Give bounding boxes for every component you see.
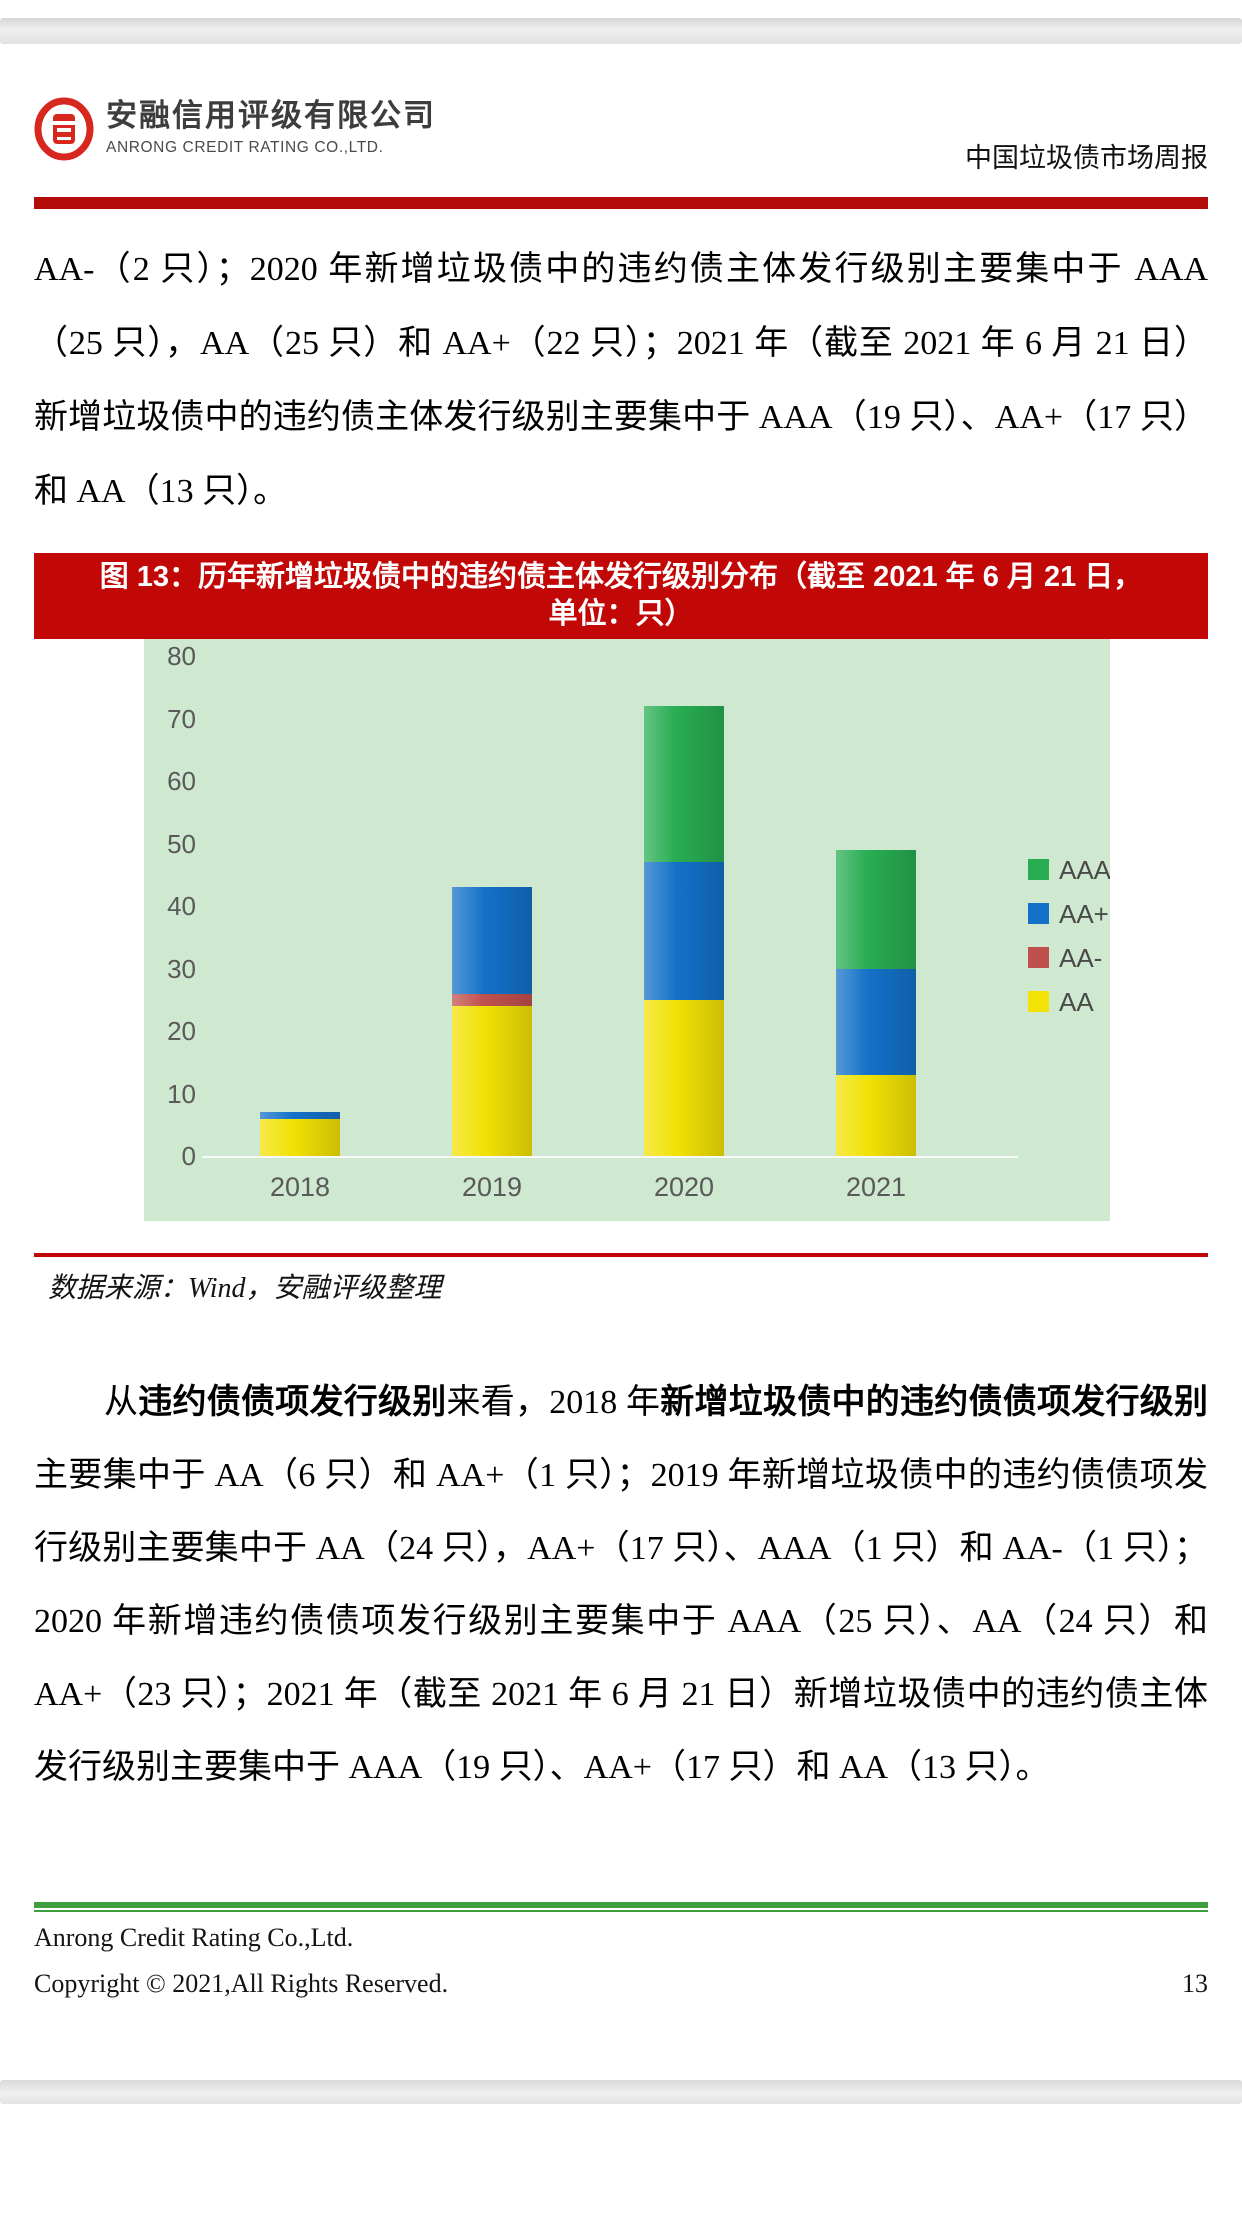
page-separator-top [0,18,1242,44]
bar-segment-AA+-2019 [452,887,532,994]
bar-segment-AA-2019 [452,1006,532,1156]
footer-company: Anrong Credit Rating Co.,Ltd. [34,1923,354,1952]
bar-segment-AA+-2021 [836,968,916,1075]
logo-text-block: 安融信用评级有限公司 ANRONG CREDIT RATING CO.,LTD. [106,97,436,159]
y-axis-tick-label: 60 [167,766,196,796]
legend-label: AA+ [1059,899,1109,929]
page-separator-bottom [0,2080,1242,2104]
y-axis-tick-label: 30 [167,953,196,984]
x-category-label: 2019 [461,1172,523,1202]
legend-swatch-AA+ [1028,903,1049,924]
bar-segment-AAA-2021 [836,849,916,969]
y-axis-tick-label: 20 [167,1016,196,1046]
y-axis-tick-label: 10 [167,1078,196,1109]
legend-label: AA [1059,987,1094,1017]
report-page: 安融信用评级有限公司 ANRONG CREDIT RATING CO.,LTD.… [0,18,1242,2104]
paragraph-issuer-ratings: AA-（2 只）；2020 年新增垃圾债中的违约债主体发行级别主要集中于 AAA… [34,251,1208,510]
figure-title-line2: 单位：只） [548,598,694,630]
page-header: 安融信用评级有限公司 ANRONG CREDIT RATING CO.,LTD.… [34,95,1208,177]
data-source-note: 数据来源：Wind，安融评级整理 [48,1273,442,1304]
bar-segment-AA+-2020 [644,862,724,1000]
footer-rule-thin [34,1910,1208,1912]
figure-13-stacked-bar-chart: 0 10 20 30 40 50 60 70 80 2018 2019 2020 2021 AAA AA+ A… [144,639,1110,1221]
x-category-label: 2021 [845,1172,907,1202]
paragraph-bond-issue-ratings: 从违约债债项发行级别来看，2018 年新增垃圾债中的违约债债项发行级别主要集中于… [34,1384,1208,1786]
legend-swatch-AAA [1028,859,1049,880]
anrong-logo-icon [34,97,94,161]
bar-segment-AA--2019 [452,993,532,1006]
y-axis-tick-label: 80 [167,641,196,671]
bar-segment-AA-2018 [260,1118,340,1156]
bar-segment-AA-2021 [836,1074,916,1156]
legend-swatch-AA- [1028,947,1049,968]
figure-bottom-rule [34,1253,1208,1257]
figure-title-line1: 图 13：历年新增垃圾债中的违约债主体发行级别分布（截至 2021 年 6 月 … [99,561,1143,593]
header-rule [34,197,1208,209]
company-name-cn: 安融信用评级有限公司 [106,98,436,133]
figure-13-title-banner: 图 13：历年新增垃圾债中的违约债主体发行级别分布（截至 2021 年 6 月 … [34,553,1208,639]
legend-label: AAA [1059,855,1110,885]
x-category-label: 2020 [653,1172,715,1202]
document-title: 中国垃圾债市场周报 [965,143,1208,173]
bar-segment-AAA-2020 [644,706,724,863]
x-category-label: 2018 [269,1172,331,1202]
y-axis-tick-label: 50 [167,828,196,859]
bar-segment-AA+-2018 [260,1112,340,1119]
bar-segment-AA-2020 [644,999,724,1156]
footer-rule-thick [34,1902,1208,1908]
x-axis-baseline [202,1156,1018,1158]
footer-copyright: Copyright © 2021,All Rights Reserved. [34,1969,449,1998]
y-axis-tick-label: 40 [167,891,196,921]
company-name-en: ANRONG CREDIT RATING CO.,LTD. [106,139,384,156]
legend-swatch-AA [1028,991,1049,1012]
y-axis-tick-label: 70 [167,703,196,734]
y-axis-tick-label: 0 [181,1141,196,1171]
page-number: 13 [1182,1969,1208,1998]
legend-label: AA- [1059,943,1103,973]
footer-copyright-row: Copyright © 2021,All Rights Reserved. 13 [34,1968,1208,2000]
